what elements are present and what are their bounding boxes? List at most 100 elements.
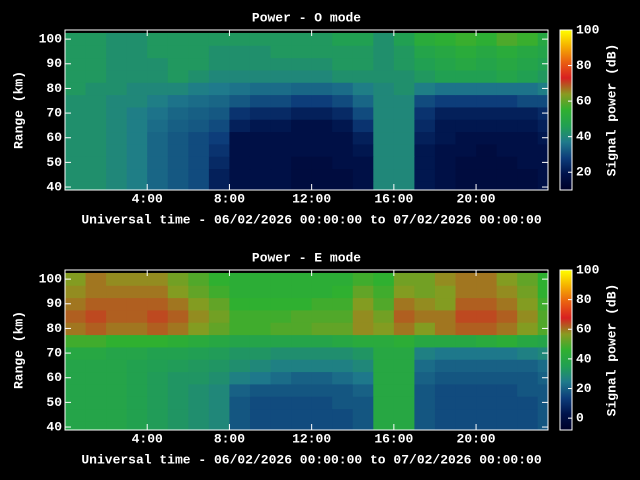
- heat-cell: [434, 45, 457, 59]
- heat-cell: [85, 180, 107, 190]
- heat-cell: [188, 371, 210, 385]
- heat-cell: [537, 180, 548, 190]
- heat-cell: [455, 131, 477, 145]
- heat-cell: [496, 69, 518, 83]
- heat-cell: [85, 143, 107, 157]
- heat-cell: [208, 359, 230, 373]
- heat-cell: [249, 297, 272, 311]
- heat-cell: [476, 156, 498, 170]
- heat-cell: [270, 82, 292, 96]
- heat-cell: [496, 156, 518, 170]
- heat-cell: [270, 180, 292, 190]
- heat-cell: [414, 119, 436, 133]
- y-axis-label: Range (km): [11, 71, 26, 149]
- y-tick-label: 90: [46, 56, 62, 71]
- heat-cell: [65, 334, 87, 348]
- heat-cell: [517, 285, 539, 299]
- heat-cell: [352, 143, 374, 157]
- heat-cell: [147, 309, 169, 323]
- heat-cell: [496, 285, 518, 299]
- heat-cell: [434, 334, 457, 348]
- heat-cell: [373, 131, 395, 145]
- heat-cell: [249, 131, 272, 145]
- heat-cell: [496, 143, 518, 157]
- heat-cell: [455, 45, 477, 59]
- heat-cell: [126, 359, 148, 373]
- heat-cell: [208, 156, 230, 170]
- heat-cell: [291, 106, 313, 120]
- heat-cell: [455, 106, 477, 120]
- heat-cell: [434, 69, 457, 83]
- heat-cell: [229, 156, 251, 170]
- heat-cell: [332, 408, 354, 422]
- heat-cell: [517, 309, 539, 323]
- heat-cell: [373, 309, 395, 323]
- heat-cell: [517, 57, 539, 71]
- heat-cell: [208, 106, 230, 120]
- heat-cell: [167, 272, 189, 286]
- heat-cell: [373, 285, 395, 299]
- heat-cell: [126, 334, 148, 348]
- heat-cell: [249, 334, 272, 348]
- heat-cell: [496, 119, 518, 133]
- colorbar-tick-label: 100: [576, 22, 600, 37]
- heat-cell: [229, 346, 251, 360]
- heat-cell: [537, 408, 548, 422]
- heat-cell: [352, 156, 374, 170]
- heat-cell: [455, 168, 477, 182]
- heat-cell: [517, 32, 539, 46]
- heat-cell: [229, 396, 251, 410]
- heat-cell: [106, 57, 128, 71]
- heat-cell: [126, 285, 148, 299]
- heat-cell: [249, 383, 272, 397]
- heat-cell: [373, 371, 395, 385]
- heat-cell: [208, 57, 230, 71]
- heat-cell: [85, 69, 107, 83]
- heat-cell: [147, 383, 169, 397]
- heat-cell: [332, 32, 354, 46]
- heat-cell: [126, 180, 148, 190]
- heat-cell: [311, 396, 333, 410]
- heat-cell: [106, 420, 128, 430]
- heat-cell: [106, 45, 128, 59]
- heat-cell: [332, 359, 354, 373]
- heat-cell: [229, 359, 251, 373]
- heat-cell: [476, 82, 498, 96]
- heat-cell: [434, 143, 457, 157]
- heat-cell: [373, 32, 395, 46]
- heat-cell: [249, 69, 272, 83]
- heat-cell: [393, 180, 415, 190]
- heat-cell: [270, 131, 292, 145]
- heat-cell: [434, 371, 457, 385]
- heat-cell: [373, 334, 395, 348]
- heat-cell: [208, 322, 230, 336]
- heat-cell: [476, 69, 498, 83]
- heat-cell: [291, 143, 313, 157]
- heat-cell: [311, 69, 333, 83]
- heat-cell: [455, 156, 477, 170]
- heat-cell: [65, 359, 87, 373]
- heat-cell: [414, 346, 436, 360]
- heat-cell: [291, 94, 313, 108]
- colorbar-label: Signal power (dB): [604, 44, 619, 177]
- heat-cell: [455, 82, 477, 96]
- heat-cell: [188, 180, 210, 190]
- heat-cell: [85, 106, 107, 120]
- heat-cell: [373, 420, 395, 430]
- plot-frame: [64, 29, 549, 191]
- heat-cell: [188, 322, 210, 336]
- heat-cell: [270, 322, 292, 336]
- heat-cell: [249, 322, 272, 336]
- heat-cell: [126, 131, 148, 145]
- heat-cell: [229, 143, 251, 157]
- heat-cell: [496, 131, 518, 145]
- heat-cell: [229, 45, 251, 59]
- heat-cell: [167, 131, 189, 145]
- heat-cell: [393, 57, 415, 71]
- heat-cell: [393, 371, 415, 385]
- colorbar-label: Signal power (dB): [604, 284, 619, 417]
- heat-cell: [414, 69, 436, 83]
- heat-cell: [455, 322, 477, 336]
- heat-cell: [249, 371, 272, 385]
- heat-cell: [476, 45, 498, 59]
